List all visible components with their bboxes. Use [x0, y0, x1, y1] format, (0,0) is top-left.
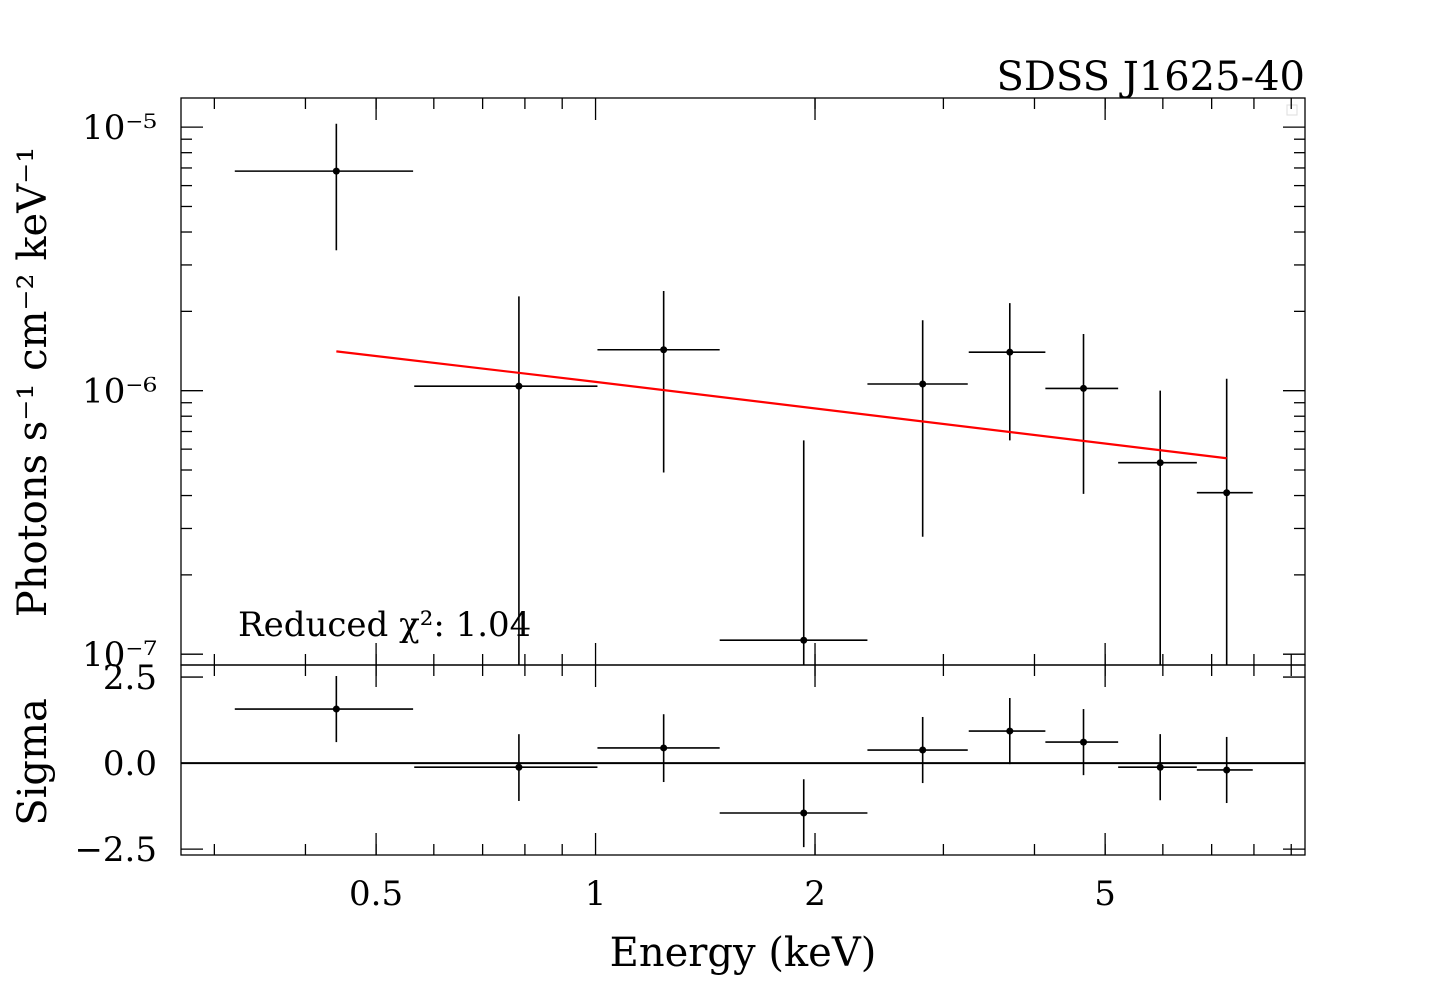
data-point — [1080, 384, 1088, 392]
data-point — [800, 636, 808, 644]
data-point — [515, 382, 523, 390]
y-tick-label: 10⁻⁶ — [82, 372, 157, 412]
chart-title: SDSS J1625-40 — [996, 54, 1305, 100]
data-point — [660, 744, 668, 752]
y-tick-label: 10⁻⁷ — [82, 635, 157, 675]
data-point — [332, 705, 340, 713]
legend-box — [1286, 104, 1298, 116]
y-tick-label: 10⁻⁵ — [82, 108, 157, 148]
x-tick-label: 1 — [585, 874, 607, 914]
data-point — [1223, 766, 1231, 774]
x-axis-label: Energy (keV) — [610, 930, 877, 976]
data-point — [1156, 459, 1164, 467]
data-point — [919, 746, 927, 754]
axes-frame — [180, 664, 1306, 856]
data-point — [660, 346, 668, 354]
y-axis-label: Sigma — [10, 698, 56, 826]
data-point — [1006, 727, 1014, 735]
y-axis-label: Photons s⁻¹ cm⁻² keV⁻¹ — [10, 147, 56, 617]
data-point — [515, 763, 523, 771]
data-point — [1080, 738, 1088, 746]
x-tick-label: 2 — [804, 874, 826, 914]
data-point — [332, 167, 340, 175]
data-point — [1006, 348, 1014, 356]
data-point — [1156, 763, 1164, 771]
y-tick-label: −2.5 — [74, 830, 157, 870]
y-tick-label: 2.5 — [103, 658, 157, 698]
plot-area — [234, 123, 1253, 665]
data-point — [919, 380, 927, 388]
data-point — [1223, 489, 1231, 497]
axes-frame — [180, 97, 1306, 666]
plot-area — [181, 676, 1305, 848]
data-point — [800, 809, 808, 817]
y-tick-label: 0.0 — [103, 744, 157, 784]
x-tick-label: 0.5 — [349, 874, 403, 914]
x-tick-label: 5 — [1094, 874, 1116, 914]
annotation: Reduced χ²: 1.04 — [238, 605, 531, 645]
model-line — [336, 350, 1227, 460]
